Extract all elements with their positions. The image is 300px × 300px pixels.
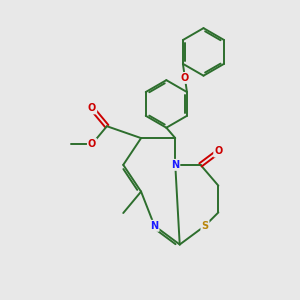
Text: O: O: [88, 103, 96, 113]
Text: S: S: [201, 221, 208, 231]
Text: N: N: [171, 160, 179, 170]
Text: O: O: [88, 139, 96, 149]
Text: O: O: [214, 146, 223, 157]
Text: O: O: [181, 73, 189, 83]
Text: N: N: [150, 221, 158, 231]
